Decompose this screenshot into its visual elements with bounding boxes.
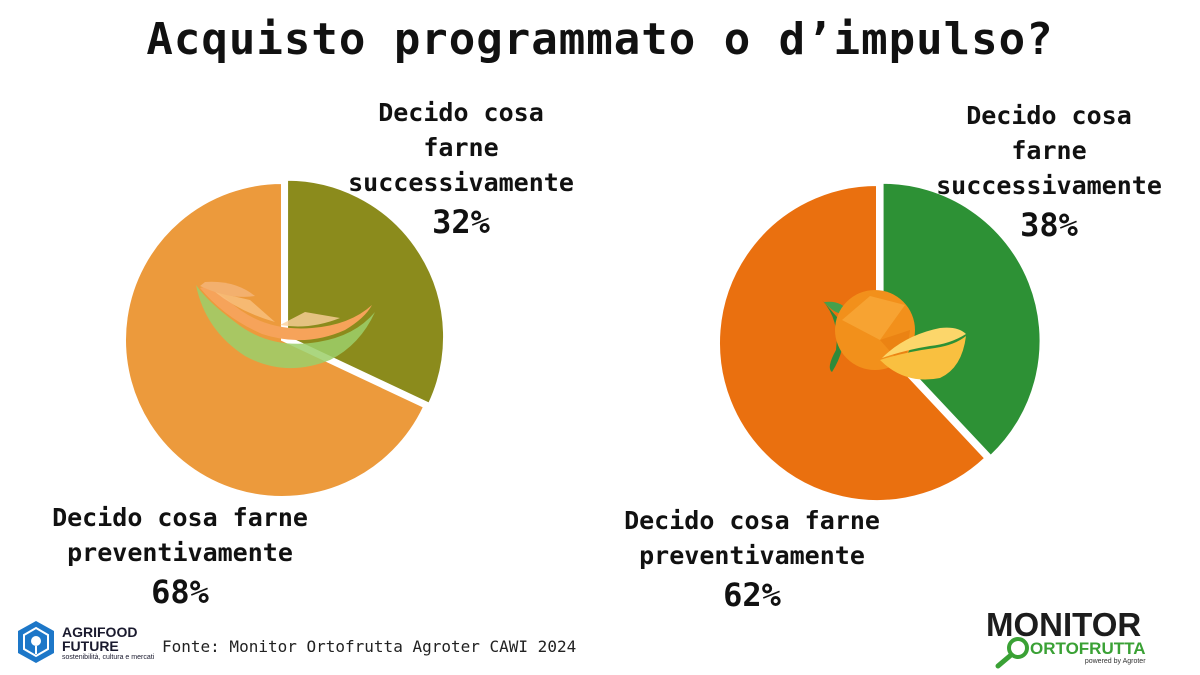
- pie-slice: [881, 181, 1042, 458]
- label-line: farne: [423, 133, 499, 162]
- agrifood-line1: AGRIFOOD: [62, 624, 138, 640]
- chart2-label-preventivamente: Decido cosa farne preventivamente 62%: [598, 503, 906, 617]
- value-label: 32%: [432, 203, 490, 241]
- agrifood-tagline: sostenibilità, cultura e mercati: [62, 654, 155, 661]
- melon-slice-illustration: [196, 281, 375, 369]
- agrifood-logo-text: AGRIFOOD FUTURE sostenibilità, cultura e…: [62, 625, 154, 663]
- pie-slice: [124, 181, 426, 498]
- monitor-logo-line1: MONITOR: [986, 606, 1142, 643]
- label-line: farne: [1011, 136, 1087, 165]
- label-line: preventivamente: [67, 538, 293, 567]
- label-line: successivamente: [348, 168, 574, 197]
- monitor-logo-line2: ORTOFRUTTA: [1030, 639, 1146, 658]
- agrifood-future-logo: [18, 621, 54, 663]
- magnifier-icon: [995, 637, 1029, 669]
- label-line: Decido cosa: [966, 101, 1132, 130]
- chart2-label-successivamente: Decido cosa farne successivamente 38%: [918, 98, 1180, 247]
- label-line: preventivamente: [639, 541, 865, 570]
- value-label: 38%: [1020, 206, 1078, 244]
- chart1-label-preventivamente: Decido cosa farne preventivamente 68%: [18, 500, 342, 614]
- label-line: Decido cosa: [378, 98, 544, 127]
- mandarin-illustration: [822, 290, 966, 380]
- label-line: Decido cosa farne: [624, 506, 880, 535]
- source-note: Fonte: Monitor Ortofrutta Agroter CAWI 2…: [162, 637, 577, 656]
- value-label: 62%: [723, 576, 781, 614]
- label-line: successivamente: [936, 171, 1162, 200]
- label-line: Decido cosa farne: [52, 503, 308, 532]
- value-label: 68%: [151, 573, 209, 611]
- page-title: Acquisto programmato o d’impulso?: [146, 14, 1054, 65]
- monitor-ortofrutta-logo: MONITOR ORTOFRUTTA powered by Agroter: [986, 608, 1146, 665]
- agrifood-line2: FUTURE: [62, 638, 119, 654]
- chart1-label-successivamente: Decido cosa farne successivamente 32%: [330, 95, 592, 244]
- monitor-logo-powered: powered by Agroter: [1084, 658, 1146, 665]
